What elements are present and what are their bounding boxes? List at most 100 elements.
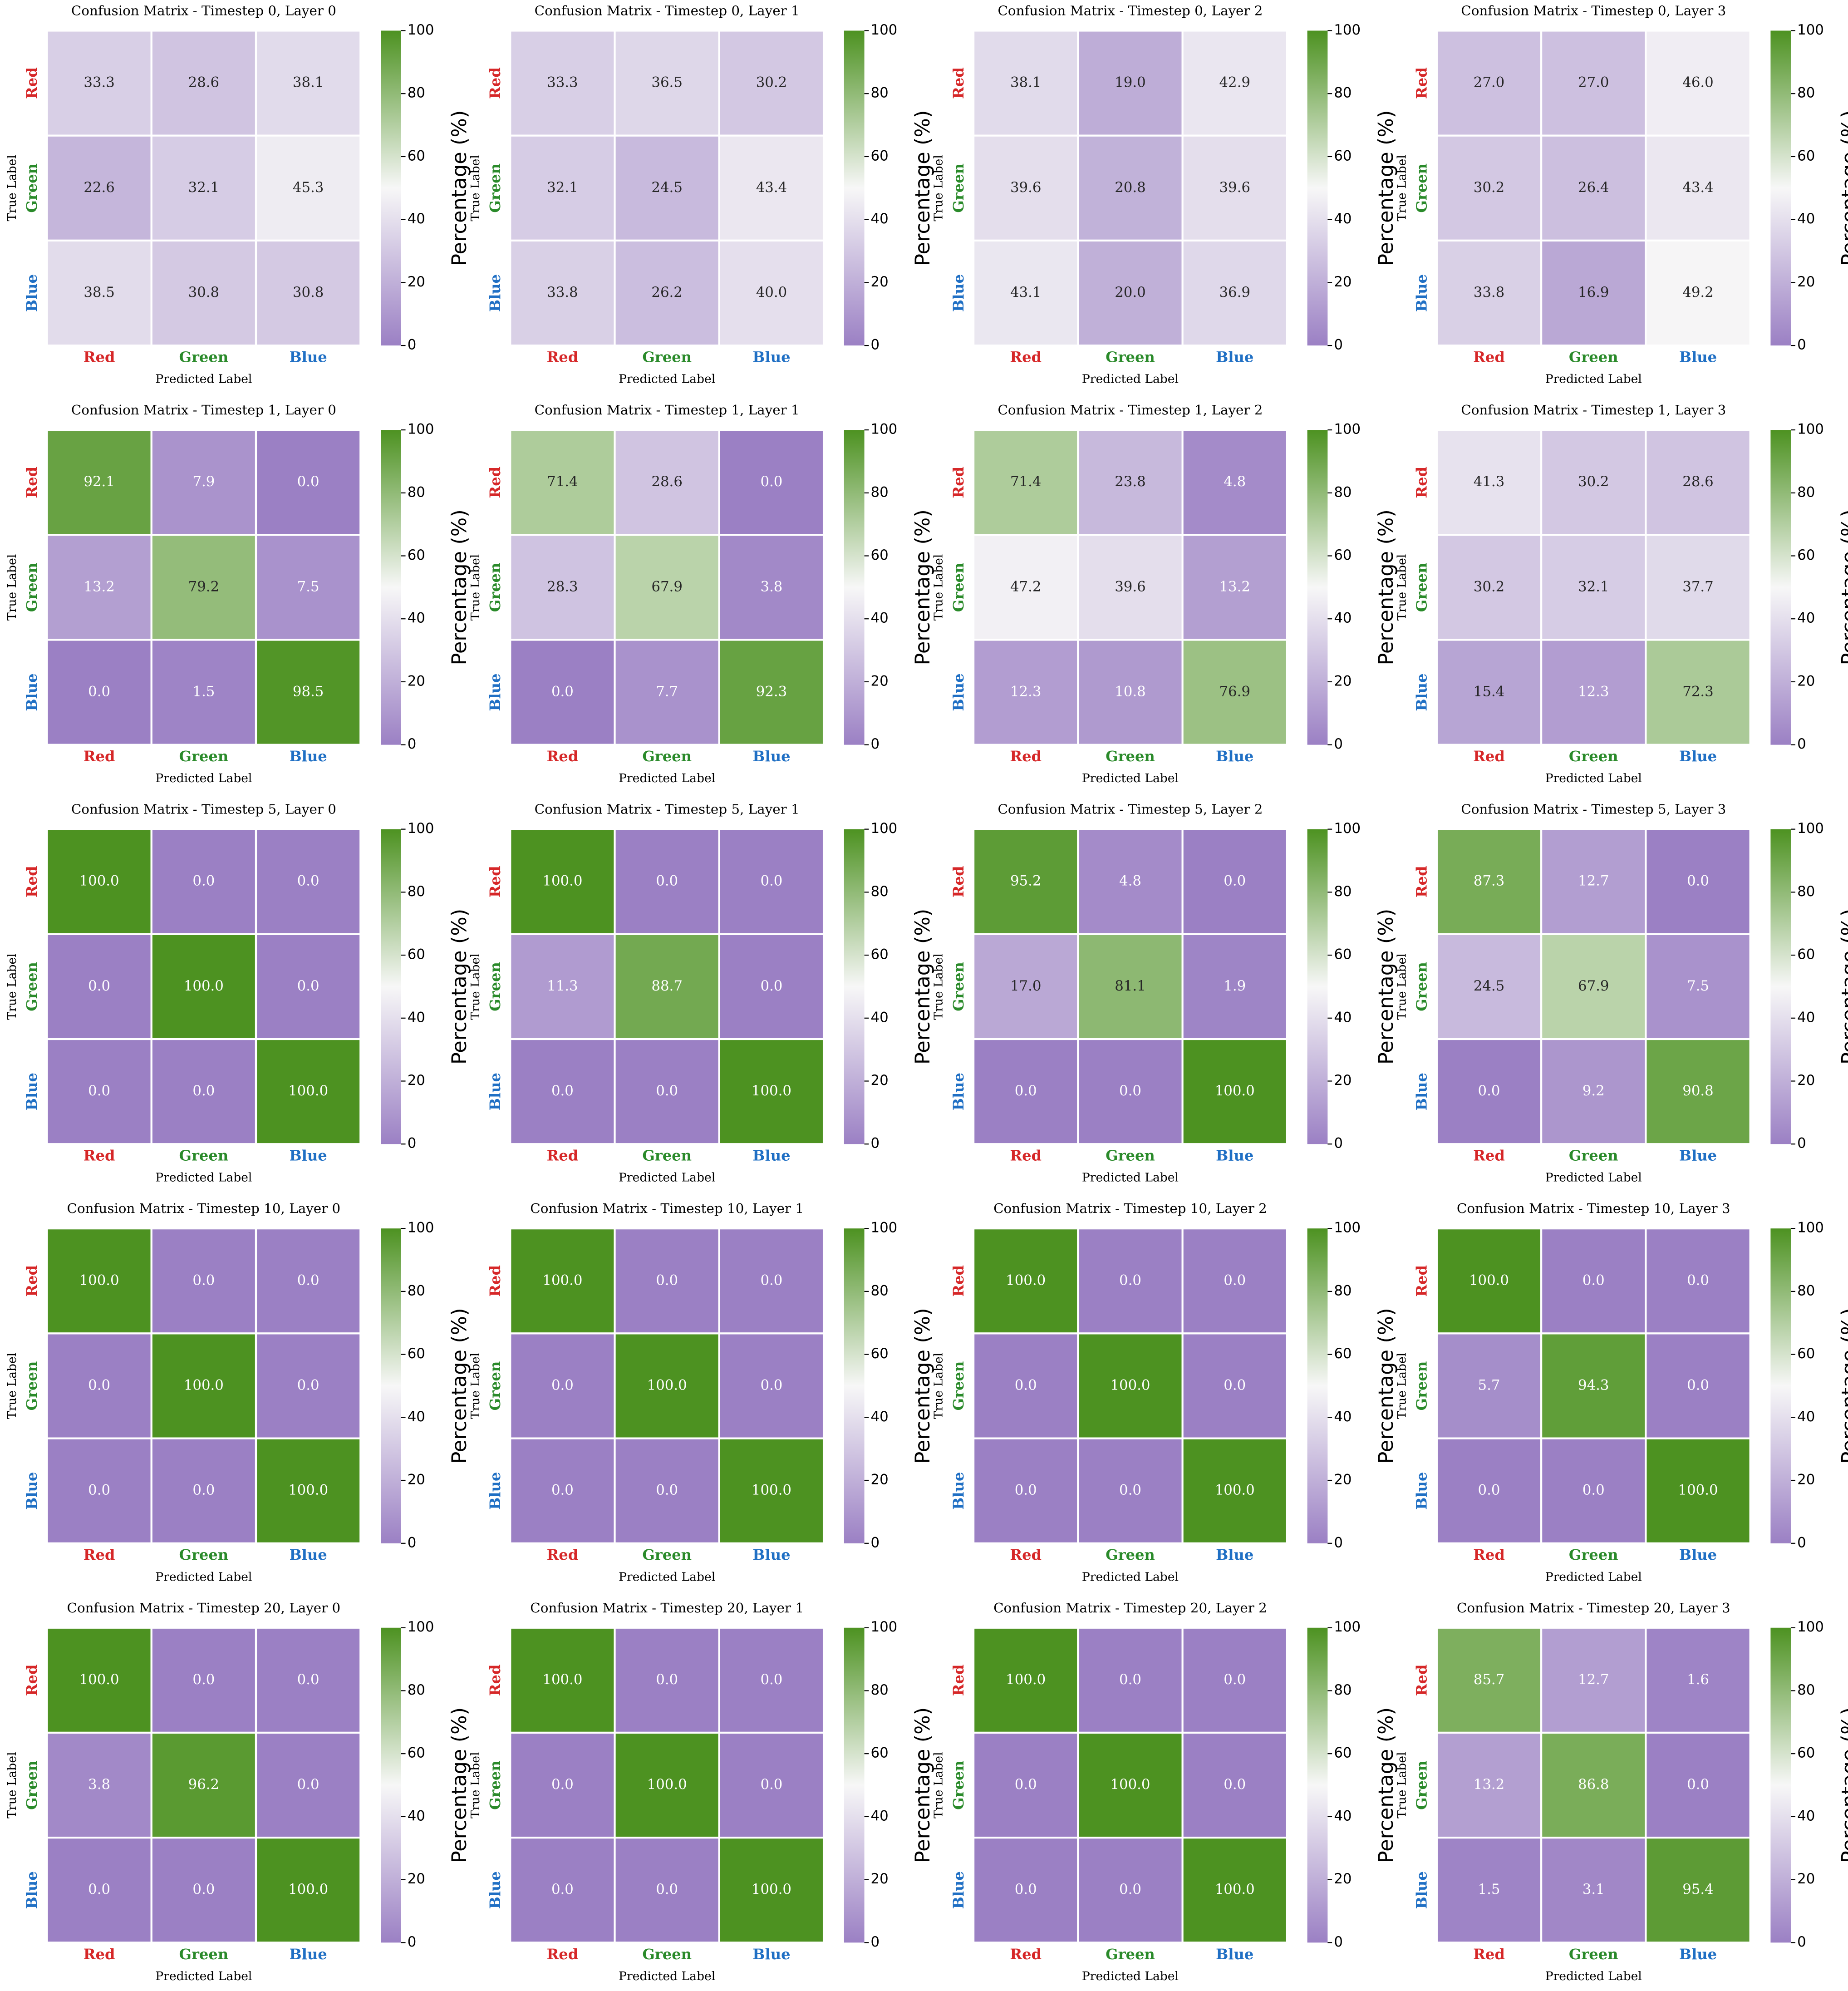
colorbar-tick-label: 40: [871, 1808, 889, 1824]
colorbar-tick-label: 0: [1334, 1934, 1343, 1950]
colorbar-tick-label: 100: [871, 820, 898, 837]
colorbar: [844, 430, 865, 745]
cell-label: 0.0: [760, 1671, 782, 1688]
colorbar-tick-label: 100: [1797, 1220, 1824, 1236]
heatmap-cell: [255, 828, 362, 935]
y-axis-label: True Label: [1395, 1752, 1409, 1818]
colorbar-tick-label: 40: [1797, 1808, 1815, 1824]
panel: Confusion Matrix - Timestep 0, Layer 1 33…: [468, 3, 934, 386]
colorbar-tick-label: 60: [408, 148, 425, 164]
colorbar-tick-label: 80: [871, 484, 889, 500]
colorbar-tick-label: 20: [408, 274, 425, 290]
y-axis-label: True Label: [932, 1752, 946, 1818]
x-tick-label: Green: [642, 1147, 692, 1164]
x-axis-label: Predicted Label: [1545, 771, 1642, 785]
cell-label: 100.0: [288, 1083, 328, 1099]
y-tick-label: Green: [23, 1361, 40, 1411]
cell-label: 0.0: [656, 1671, 678, 1688]
cell-label: 98.5: [293, 684, 324, 700]
x-axis-label: Predicted Label: [155, 1171, 252, 1185]
y-tick-label: Green: [23, 962, 40, 1011]
colorbar: [381, 430, 401, 745]
x-tick-label: Red: [1473, 1546, 1505, 1563]
x-axis-label: Predicted Label: [155, 1969, 252, 1983]
colorbar-tick-label: 20: [408, 1871, 425, 1887]
heatmap-cell: [509, 30, 616, 137]
heatmap-cell: [614, 239, 720, 347]
y-tick-label: Red: [950, 1665, 967, 1696]
y-axis-label: True Label: [468, 1353, 482, 1419]
panel: Confusion Matrix - Timestep 5, Layer 2 95…: [932, 802, 1398, 1185]
colorbar-label: Percentage (%): [1837, 509, 1848, 665]
cell-label: 4.8: [1119, 873, 1141, 889]
cell-label: 43.4: [1682, 179, 1713, 196]
x-tick-label: Green: [1106, 748, 1155, 765]
colorbar-tick-label: 100: [1797, 22, 1824, 38]
heatmap-cell: [972, 1437, 1079, 1544]
heatmap-cell: [1435, 1227, 1543, 1335]
y-tick-label: Blue: [1413, 1871, 1430, 1909]
heatmap-cell: [1077, 1227, 1184, 1335]
cell-label: 88.7: [651, 978, 682, 994]
heatmap-cell: [509, 1437, 616, 1544]
heatmap-cell: [718, 1227, 825, 1335]
y-axis-label: True Label: [5, 1752, 19, 1818]
x-tick-label: Blue: [752, 1946, 790, 1963]
cell-label: 100.0: [1215, 1083, 1255, 1099]
cell-label: 0.0: [1119, 1482, 1141, 1498]
cell-label: 28.3: [547, 578, 578, 595]
panel-title: Confusion Matrix - Timestep 5, Layer 1: [535, 802, 800, 817]
colorbar-tick-label: 20: [1797, 673, 1815, 689]
y-tick-label: Green: [23, 163, 40, 213]
cell-label: 0.0: [192, 1272, 215, 1288]
x-tick-label: Red: [1010, 1147, 1042, 1164]
x-tick-label: Red: [547, 1946, 579, 1963]
heatmap-cell: [1181, 429, 1288, 536]
cell-label: 76.9: [1219, 684, 1250, 700]
heatmap-cell: [150, 1332, 257, 1439]
heatmap-cell: [1645, 828, 1751, 935]
y-tick-label: Green: [23, 1760, 40, 1810]
colorbar-tick-label: 0: [408, 1135, 417, 1152]
colorbar-tick-label: 20: [1797, 1072, 1815, 1089]
cell-label: 100.0: [542, 873, 582, 889]
colorbar-tick-label: 80: [1334, 85, 1352, 101]
x-axis-label: Predicted Label: [1545, 1969, 1642, 1983]
heatmap-cell: [614, 828, 720, 935]
x-tick-label: Green: [1569, 1147, 1618, 1164]
cell-label: 0.0: [656, 873, 678, 889]
y-tick-label: Blue: [950, 673, 967, 711]
x-axis-label: Predicted Label: [1545, 372, 1642, 386]
cell-label: 11.3: [547, 978, 578, 994]
x-tick-label: Red: [1473, 748, 1505, 765]
y-tick-label: Red: [487, 1665, 504, 1696]
y-tick-label: Green: [487, 962, 504, 1011]
cell-label: 32.1: [188, 179, 219, 196]
cell-label: 0.0: [656, 1272, 678, 1288]
heatmap-cell: [1645, 639, 1751, 746]
x-tick-label: Blue: [1216, 349, 1253, 366]
colorbar-tick-label: 20: [871, 1871, 889, 1887]
cell-label: 92.3: [756, 684, 787, 700]
cell-label: 26.2: [651, 284, 682, 301]
heatmap-cell: [1540, 1837, 1647, 1944]
cell-label: 1.9: [1224, 978, 1246, 994]
cell-label: 5.7: [1478, 1377, 1500, 1393]
cell-label: 7.7: [656, 684, 678, 700]
cell-label: 27.0: [1578, 74, 1609, 91]
heatmap-cell: [718, 1837, 825, 1944]
y-tick-label: Blue: [1413, 1472, 1430, 1510]
colorbar-tick-label: 40: [1334, 1009, 1352, 1025]
cell-label: 0.0: [1015, 1776, 1037, 1793]
colorbar-tick-label: 20: [1334, 1472, 1352, 1488]
heatmap-cell: [255, 1626, 362, 1734]
colorbar-tick-label: 100: [871, 1619, 898, 1635]
cell-label: 3.1: [1583, 1881, 1605, 1897]
heatmap-cell: [1077, 239, 1184, 347]
y-tick-label: Blue: [487, 673, 504, 711]
cell-label: 28.6: [1682, 473, 1713, 490]
heatmap-cell: [509, 639, 616, 746]
heatmap-cell: [1077, 1837, 1184, 1944]
heatmap-cell: [972, 1227, 1079, 1335]
cell-label: 39.6: [1115, 578, 1145, 595]
